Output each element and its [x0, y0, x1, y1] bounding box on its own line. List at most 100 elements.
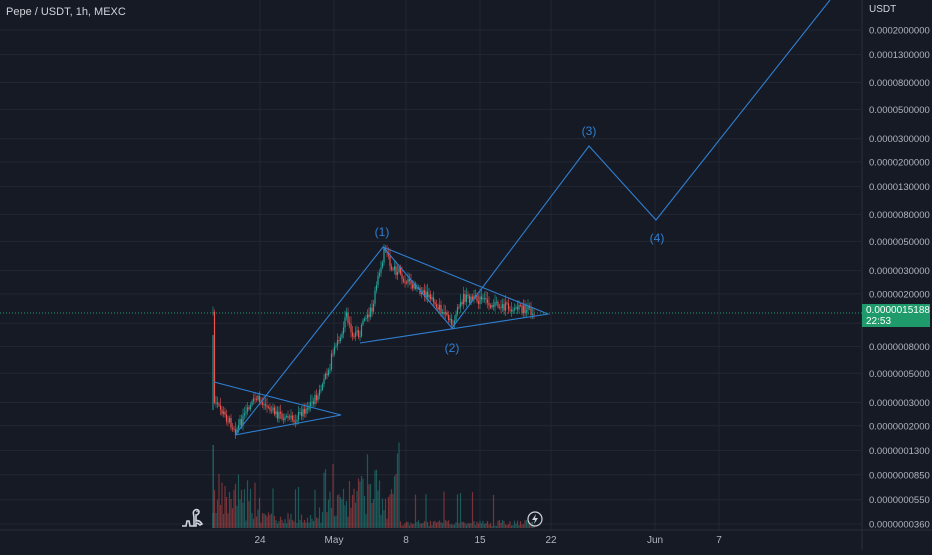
symbol-title[interactable]: Pepe / USDT, 1h, MEXC	[6, 6, 126, 18]
volume-bar	[375, 469, 378, 528]
volume-bar	[213, 489, 216, 528]
volume-bar	[333, 516, 336, 528]
candle-body	[338, 340, 340, 342]
candle-body	[473, 295, 475, 300]
candle-body	[365, 318, 367, 319]
volume-bar	[396, 453, 399, 528]
candle-body	[381, 262, 384, 268]
volume-bar	[443, 491, 445, 528]
wave-label: (1)	[375, 225, 390, 239]
volume-bar	[434, 520, 436, 528]
candle-body	[498, 307, 501, 308]
lightning-icon[interactable]	[527, 511, 543, 527]
candle-body	[525, 310, 528, 313]
candle-body	[215, 402, 217, 404]
x-tick-label: 8	[403, 535, 409, 546]
candle-body	[468, 295, 471, 303]
candle-body	[494, 302, 496, 307]
volume-bar	[266, 516, 268, 528]
candle-body	[270, 410, 273, 412]
x-tick-label: 22	[545, 535, 557, 546]
volume-bar	[458, 523, 460, 528]
candle-body	[533, 314, 535, 315]
last-price-value: 0.0000015188	[866, 305, 930, 316]
y-tick-label: 0.0000050000	[869, 237, 930, 248]
volume-bar	[525, 520, 528, 528]
volume-bar	[500, 522, 502, 528]
candle-body	[359, 336, 361, 338]
candle-body	[212, 311, 214, 313]
triangle-pattern-right	[359, 246, 551, 344]
candle-body	[453, 320, 456, 325]
candle-body	[290, 415, 292, 418]
candle-body	[233, 428, 235, 430]
candle-body	[407, 279, 409, 283]
candle-body	[429, 294, 432, 300]
volume-bar	[383, 510, 385, 528]
volume-bar	[524, 520, 526, 528]
volume-bar	[275, 520, 277, 528]
candle-body	[428, 294, 430, 298]
wave-label: (4)	[650, 231, 665, 245]
candle-body	[225, 414, 228, 422]
candle-body	[350, 323, 352, 333]
volume-bar	[359, 481, 361, 528]
candle-body	[524, 305, 526, 313]
x-tick-label: Jun	[647, 535, 663, 546]
volume-bar	[230, 498, 232, 528]
volume-bar	[479, 520, 481, 528]
candle-body	[335, 345, 337, 347]
candle-body	[281, 413, 283, 419]
volume-bar	[215, 513, 217, 528]
volume-bar	[377, 490, 379, 528]
volume-bar	[218, 473, 220, 528]
candle-body	[236, 428, 238, 434]
candle-body	[416, 287, 418, 289]
volume-bar	[482, 520, 484, 528]
volume-bar	[464, 522, 466, 528]
volume-bar	[387, 497, 390, 528]
candle-body	[293, 419, 295, 423]
candle-body	[483, 298, 486, 299]
volume-bar	[507, 523, 510, 528]
candle-body	[330, 353, 333, 370]
candle-body	[432, 297, 435, 302]
candle-body	[434, 301, 436, 305]
volume-bar	[495, 525, 498, 528]
volume-bar	[320, 522, 322, 528]
candle-body	[363, 318, 366, 321]
y-tick-label: 0.0000080000	[869, 210, 930, 221]
candle-body	[227, 421, 229, 423]
candle-body	[341, 333, 343, 338]
tradingview-dino-icon[interactable]	[180, 506, 204, 528]
candle-body	[234, 429, 237, 434]
volume-bar	[317, 518, 319, 528]
wave-label: (2)	[445, 341, 460, 355]
candle-body	[287, 415, 289, 418]
volume-bar	[326, 512, 328, 528]
volume-bar	[449, 524, 451, 528]
volume-bar	[516, 520, 519, 528]
y-tick-label: 0.0000020000	[869, 289, 930, 300]
candle-body	[228, 418, 231, 423]
candle-body	[353, 336, 355, 338]
volume-bar	[282, 522, 285, 528]
candle-body	[402, 278, 405, 282]
volume-bar	[446, 521, 448, 528]
candle-body	[222, 411, 225, 414]
volume-bar	[426, 521, 429, 528]
volume-bar	[408, 525, 411, 528]
candle-body	[348, 322, 351, 324]
volume-bar	[420, 523, 423, 528]
candle-body	[423, 290, 426, 297]
volume-bar	[219, 504, 222, 528]
candle-body	[398, 267, 400, 273]
candle-body	[515, 307, 517, 309]
volume-bar	[417, 520, 420, 528]
volume-bar	[341, 499, 343, 528]
candle-body	[321, 384, 324, 390]
y-tick-label: 0.0000300000	[869, 134, 930, 145]
candle-body	[456, 307, 459, 315]
